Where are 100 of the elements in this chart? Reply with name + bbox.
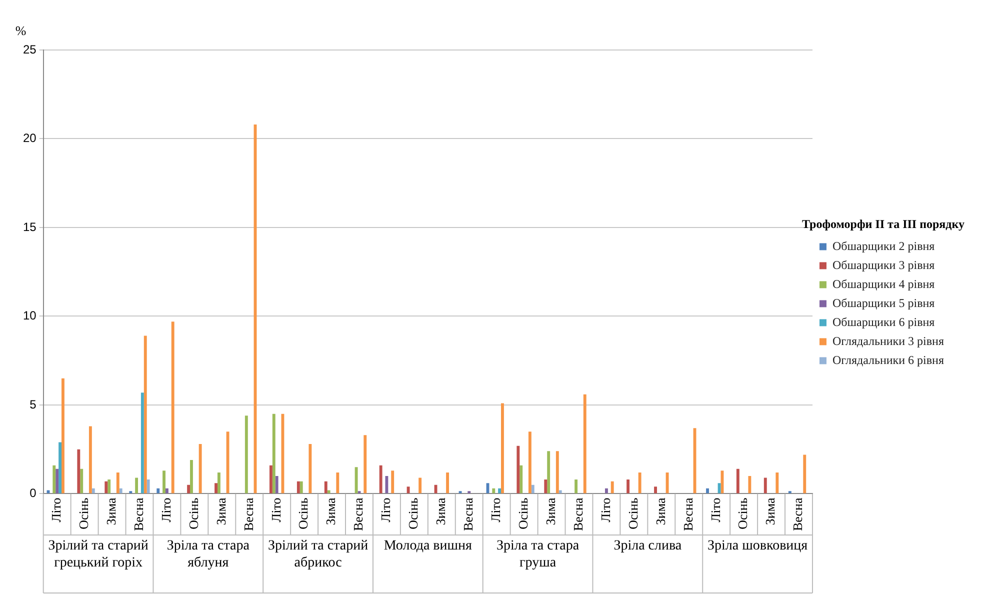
legend-label: Обшарщики 2 рівня: [832, 238, 936, 253]
bar: [80, 468, 84, 494]
bar: [718, 483, 721, 494]
text: Молода вишня: [384, 538, 473, 554]
bar: [190, 460, 193, 494]
text: Зрілий та старий грецький горіх: [48, 538, 149, 571]
bar: [446, 472, 450, 494]
bar: [528, 432, 532, 494]
bar: [610, 481, 614, 494]
text: Зріла та стара яблуня: [166, 538, 250, 571]
legend-label: Обшарщики 5 рівня: [832, 296, 936, 310]
bar: [558, 490, 562, 494]
bar: [187, 484, 190, 494]
legend-label: Обшарщики 3 рівня: [832, 258, 936, 272]
x-tick-label: Осінь: [515, 498, 530, 530]
bar: [140, 392, 144, 494]
legend-label: Оглядальники 6 рівня: [832, 352, 944, 367]
bar: [556, 451, 559, 494]
bar: [52, 465, 56, 494]
bar: [391, 470, 394, 494]
bar: [56, 468, 59, 494]
x-tick-label: Літо: [158, 498, 174, 522]
x-tick-label: Осінь: [625, 498, 640, 530]
x-tick-label: Літо: [378, 498, 394, 522]
x-tick-label: Літо: [598, 498, 613, 522]
x-tick-label: Літо: [708, 498, 723, 522]
x-tick-label: Зима: [213, 498, 228, 526]
bar: [92, 488, 95, 494]
legend-title: Трофоморфи ІІ та ІІІ порядку: [802, 216, 964, 231]
x-tick-label: Весна: [790, 498, 806, 532]
bar: [498, 488, 501, 494]
bar: [354, 467, 358, 494]
y-tick-label: 25: [22, 42, 37, 56]
legend-label: Обшарщики 6 рівня: [832, 314, 936, 329]
x-tick-label: Осінь: [406, 498, 421, 530]
bar: [135, 478, 138, 494]
x-tick-label: Літо: [488, 498, 504, 522]
x-tick-label: Весна: [570, 498, 586, 532]
bar: [736, 468, 740, 494]
bar: [748, 476, 752, 494]
bar: [406, 486, 410, 494]
x-tick-label: Весна: [350, 498, 366, 532]
bar: [336, 472, 340, 494]
bar: [244, 416, 248, 494]
bar: [324, 481, 328, 494]
x-tick-label: Зима: [542, 498, 558, 526]
bar: [214, 483, 218, 494]
y-tick-label: 5: [30, 397, 37, 412]
y-tick-label: 20: [22, 131, 37, 146]
bar: [520, 465, 523, 494]
bar: [88, 426, 92, 494]
bar: [300, 481, 303, 494]
bar: [272, 414, 276, 494]
y-tick-label: 10: [22, 308, 37, 323]
x-tick-label: Весна: [240, 498, 256, 532]
bar: [217, 472, 220, 494]
bar: [281, 414, 284, 494]
bar: [327, 490, 330, 494]
bar: [58, 442, 62, 494]
bar: [379, 465, 382, 494]
legend-label: Обшарщики 4 рівня: [832, 276, 936, 291]
bar: [666, 472, 669, 494]
bar: [492, 488, 496, 494]
bar: [269, 465, 272, 494]
y-tick-label: 15: [22, 220, 37, 234]
text: Зріла слива: [614, 538, 682, 554]
bar: [296, 481, 300, 494]
x-tick-label: Осінь: [76, 498, 91, 530]
text: Зрілий та старий абрикос: [268, 538, 369, 571]
bar: [516, 446, 520, 494]
bar: [162, 470, 166, 494]
bar: [604, 488, 608, 494]
bar: [583, 394, 586, 494]
x-tick-label: Зима: [323, 498, 338, 526]
bar: [104, 481, 108, 494]
x-tick-label: Зима: [652, 498, 668, 526]
bar: [776, 472, 779, 494]
x-tick-label: Весна: [680, 498, 696, 532]
bar: [198, 444, 202, 494]
bar: [418, 478, 422, 494]
x-tick-label: Весна: [130, 498, 146, 532]
x-tick-label: Літо: [268, 498, 284, 522]
x-tick-label: Осінь: [296, 498, 311, 530]
y-tick-label: 0: [30, 486, 37, 500]
bar: [146, 480, 150, 494]
y-axis-title: %: [15, 22, 26, 38]
x-tick-label: Зима: [762, 498, 778, 526]
bar: [531, 484, 534, 494]
x-tick-label: Осінь: [735, 498, 750, 530]
bar: [501, 403, 504, 494]
bar: [275, 476, 278, 494]
bar: [626, 480, 630, 494]
text: Зріла та стара груша: [496, 538, 580, 571]
bar: [385, 476, 388, 494]
bar: [171, 322, 174, 494]
bar: [308, 444, 312, 494]
bar: [803, 454, 806, 494]
bar: [119, 488, 122, 494]
bar: [706, 488, 709, 494]
bar: [61, 378, 64, 494]
